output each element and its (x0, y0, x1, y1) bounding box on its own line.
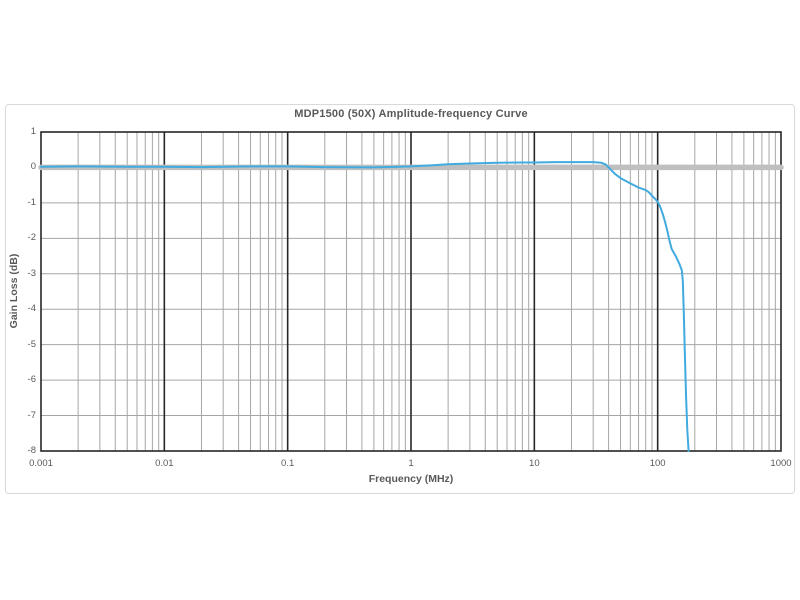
x-tick-label: 1 (408, 458, 414, 469)
y-tick-label: -2 (27, 232, 36, 244)
y-tick-label: 0 (30, 161, 36, 173)
x-tick-label: 0.01 (155, 458, 174, 469)
chart-title: MDP1500 (50X) Amplitude-frequency Curve (294, 108, 528, 120)
chart-panel (5, 104, 795, 494)
y-tick-label: -7 (27, 409, 36, 421)
y-tick-label: -8 (27, 445, 36, 456)
y-tick-label: -4 (27, 303, 36, 315)
x-tick-label: 100 (649, 458, 666, 469)
y-tick-label: -5 (27, 338, 36, 350)
y-tick-label: 1 (30, 126, 36, 137)
x-tick-label: 1000 (770, 458, 792, 469)
y-tick-label: -6 (27, 374, 36, 386)
x-tick-label: 0.001 (29, 458, 53, 469)
x-tick-label: 0.1 (281, 458, 295, 469)
y-tick-label: -1 (27, 196, 36, 208)
x-tick-label: 10 (529, 458, 540, 469)
y-axis-title: Gain Loss (dB) (8, 253, 20, 329)
x-axis-title: Frequency (MHz) (368, 473, 454, 485)
y-tick-label: -3 (27, 267, 36, 279)
